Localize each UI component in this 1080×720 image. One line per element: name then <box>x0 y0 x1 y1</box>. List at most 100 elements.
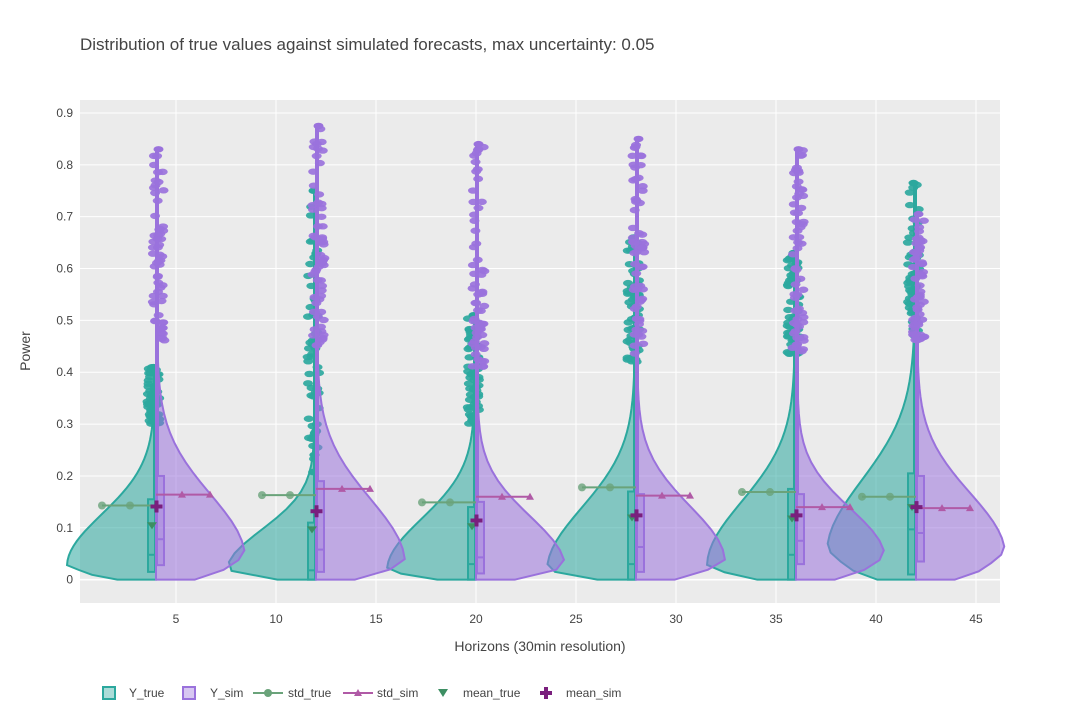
outlier-point-y-sim <box>788 201 799 208</box>
outlier-point-y-sim <box>150 177 161 184</box>
outlier-point-y-sim <box>629 144 640 151</box>
outlier-point-y-sim <box>307 202 318 209</box>
outlier-point-y-sim <box>793 305 804 312</box>
outlier-point-y-sim <box>792 341 803 348</box>
legend-swatch <box>182 686 196 700</box>
outlier-point-y-sim <box>797 186 808 193</box>
std-sim-point <box>938 504 946 512</box>
outlier-point-y-sim <box>467 261 478 269</box>
box-y-true <box>627 490 636 581</box>
outlier-point-y-sim <box>477 357 488 365</box>
outlier-point-y-true <box>464 420 475 427</box>
mean-sim-marker <box>150 500 163 513</box>
outlier-point-y-sim <box>317 258 328 265</box>
outlier-point-y-sim <box>908 331 919 338</box>
outlier-point-y-sim <box>317 336 328 343</box>
x-tick-label: 45 <box>969 612 983 626</box>
box-y-sim <box>316 480 325 573</box>
outlier-point-y-sim <box>153 258 164 265</box>
std-sim-point <box>498 492 506 500</box>
std-sim-point <box>686 491 694 499</box>
outlier-point-y-true <box>463 406 474 413</box>
outlier-point-y-sim <box>157 168 168 176</box>
outlier-point-y-sim <box>479 267 490 275</box>
outlier-point-y-sim <box>313 122 324 130</box>
outlier-point-y-sim <box>634 317 645 324</box>
outlier-point-y-sim <box>796 348 807 355</box>
violin-y-sim <box>147 146 246 581</box>
std-true-point <box>258 491 266 500</box>
outlier-point-y-true <box>305 303 316 311</box>
mean-sim-marker <box>910 501 923 514</box>
outlier-point-y-sim <box>468 198 479 206</box>
outlier-point-y-true <box>784 256 795 263</box>
outlier-point-y-sim <box>914 228 925 235</box>
box-y-sim <box>916 474 925 563</box>
legend-label: mean_true <box>463 686 521 700</box>
outlier-point-y-sim <box>475 307 486 315</box>
outlier-point-y-sim <box>798 337 809 344</box>
outlier-point-y-sim <box>798 286 809 293</box>
outlier-point-y-true <box>305 212 316 219</box>
legend-item-Y-sim[interactable]: Y_sim <box>182 686 243 700</box>
outlier-point-y-sim <box>637 327 648 335</box>
outlier-point-y-sim <box>633 135 644 143</box>
legend-item-std-true[interactable]: std_true <box>253 686 332 700</box>
legend-item-mean-true[interactable]: mean_true <box>438 686 521 700</box>
outlier-point-y-sim <box>147 298 158 306</box>
std-sim-point <box>338 484 346 492</box>
outlier-point-y-true <box>782 281 793 289</box>
violin-series <box>65 122 1006 581</box>
outlier-point-y-sim <box>467 340 478 348</box>
outlier-point-y-sim <box>638 340 649 347</box>
outlier-point-y-true <box>146 420 157 427</box>
outlier-point-y-sim <box>790 281 801 288</box>
outlier-point-y-true <box>303 415 314 422</box>
y-tick-label: 0.3 <box>56 417 73 431</box>
legend-swatch-marker <box>438 689 448 697</box>
outlier-point-y-true <box>908 179 919 187</box>
std-true-point <box>126 501 134 510</box>
violin-y-sim <box>307 122 406 581</box>
outlier-point-y-sim <box>316 277 327 284</box>
y-tick-label: 0.6 <box>56 262 73 276</box>
outlier-point-y-sim <box>318 241 329 248</box>
mean-sim-marker <box>310 505 323 518</box>
outlier-point-y-true <box>142 390 153 398</box>
outlier-point-y-sim <box>629 350 640 357</box>
outlier-point-y-sim <box>789 209 800 216</box>
legend-item-Y-true[interactable]: Y_true <box>102 686 165 700</box>
legend[interactable]: Y_true Y_sim std_true std_sim mean_true mean_… <box>102 686 621 700</box>
outlier-point-y-sim <box>637 263 648 270</box>
outlier-point-y-sim <box>628 161 639 168</box>
outlier-point-y-true <box>303 434 314 442</box>
outlier-point-y-sim <box>796 240 807 247</box>
y-tick-label: 0.7 <box>56 210 73 224</box>
x-tick-label: 30 <box>669 612 683 626</box>
outlier-point-y-sim <box>473 175 484 183</box>
legend-item-std-sim[interactable]: std_sim <box>343 686 418 700</box>
outlier-point-y-sim <box>915 288 926 295</box>
std-sim-point <box>206 490 214 498</box>
y-tick-label: 0.9 <box>56 106 73 120</box>
legend-item-mean-sim[interactable]: mean_sim <box>540 686 621 700</box>
outlier-point-y-true <box>623 319 634 326</box>
outlier-point-y-sim <box>475 325 486 333</box>
outlier-point-y-sim <box>469 211 480 218</box>
y-tick-label: 0.2 <box>56 469 73 483</box>
outlier-point-y-sim <box>918 298 929 305</box>
outlier-point-y-sim <box>793 169 804 176</box>
violin-y-sim <box>907 210 1006 581</box>
outlier-point-y-sim <box>631 303 642 310</box>
outlier-point-y-sim <box>791 164 802 171</box>
outlier-point-y-sim <box>795 275 806 282</box>
outlier-point-y-true <box>306 384 317 392</box>
outlier-point-y-sim <box>308 332 319 339</box>
mean-true-marker <box>147 522 157 530</box>
outlier-point-y-sim <box>471 240 482 247</box>
outlier-point-y-sim <box>913 321 924 328</box>
outlier-point-y-sim <box>316 323 327 331</box>
legend-label: mean_sim <box>566 686 621 700</box>
outlier-point-y-sim <box>467 363 478 370</box>
outlier-point-y-sim <box>317 282 328 290</box>
